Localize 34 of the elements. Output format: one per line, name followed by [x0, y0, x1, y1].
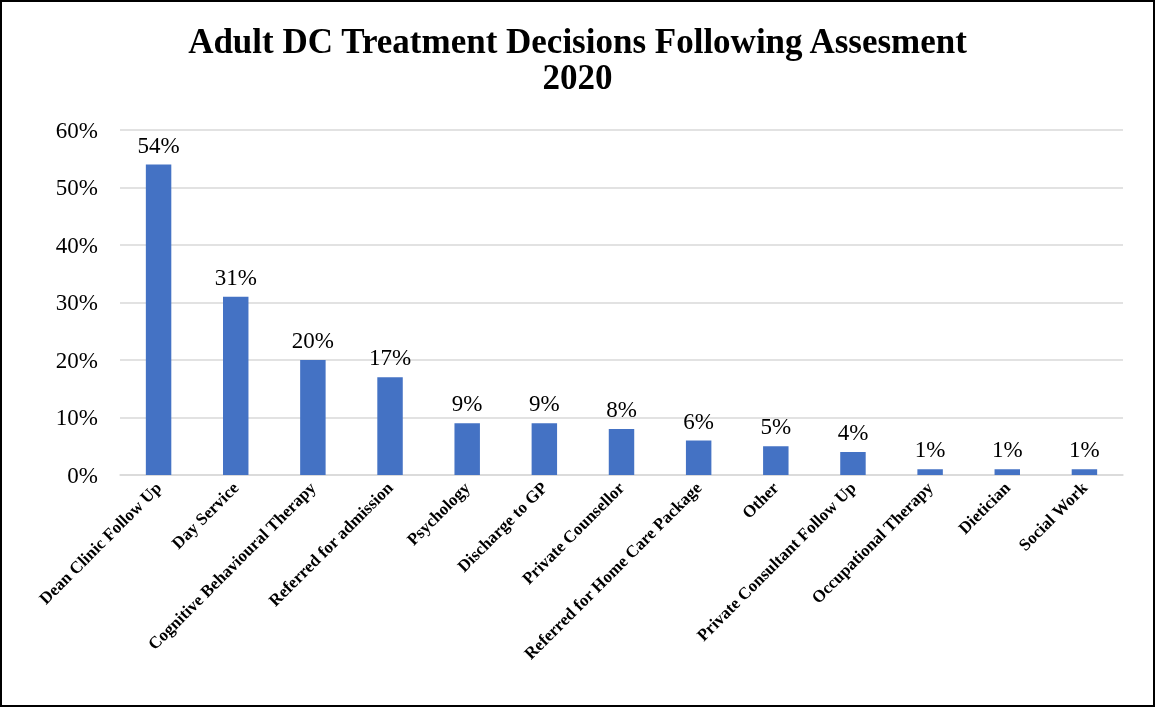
data-label: 31% [214, 264, 257, 290]
y-tick-label: 40% [55, 232, 98, 258]
data-label: 6% [683, 408, 714, 434]
data-label: 20% [291, 328, 334, 353]
bar [454, 423, 480, 475]
bar [223, 296, 249, 475]
y-tick-label: 10% [55, 405, 98, 430]
data-label: 9% [451, 391, 483, 417]
data-label: 5% [760, 414, 792, 440]
y-tick-label: 30% [55, 290, 98, 315]
data-label: 4% [837, 420, 869, 445]
bar [145, 164, 172, 475]
data-label: 9% [529, 391, 560, 417]
bar [685, 440, 712, 475]
data-label: 1% [914, 437, 946, 463]
data-label: 8% [606, 397, 637, 422]
y-tick-label: 60% [55, 117, 98, 143]
bar [377, 377, 403, 475]
data-label: 17% [368, 345, 412, 371]
data-label: 54% [137, 132, 180, 158]
chart-title: Adult DC Treatment Decisions Following Assesment 2020 [187, 22, 968, 97]
data-label: 1% [991, 437, 1023, 463]
y-tick-label: 50% [55, 175, 98, 200]
bar [994, 469, 1020, 475]
bar [840, 452, 866, 475]
data-label: 1% [1069, 437, 1100, 463]
bar [917, 469, 943, 475]
y-tick-label: 0% [67, 462, 98, 488]
bar [300, 360, 326, 475]
y-tick-label: 20% [55, 347, 98, 373]
bar [763, 446, 789, 475]
bar [608, 429, 635, 475]
bar [1071, 469, 1098, 475]
bar [531, 423, 558, 475]
